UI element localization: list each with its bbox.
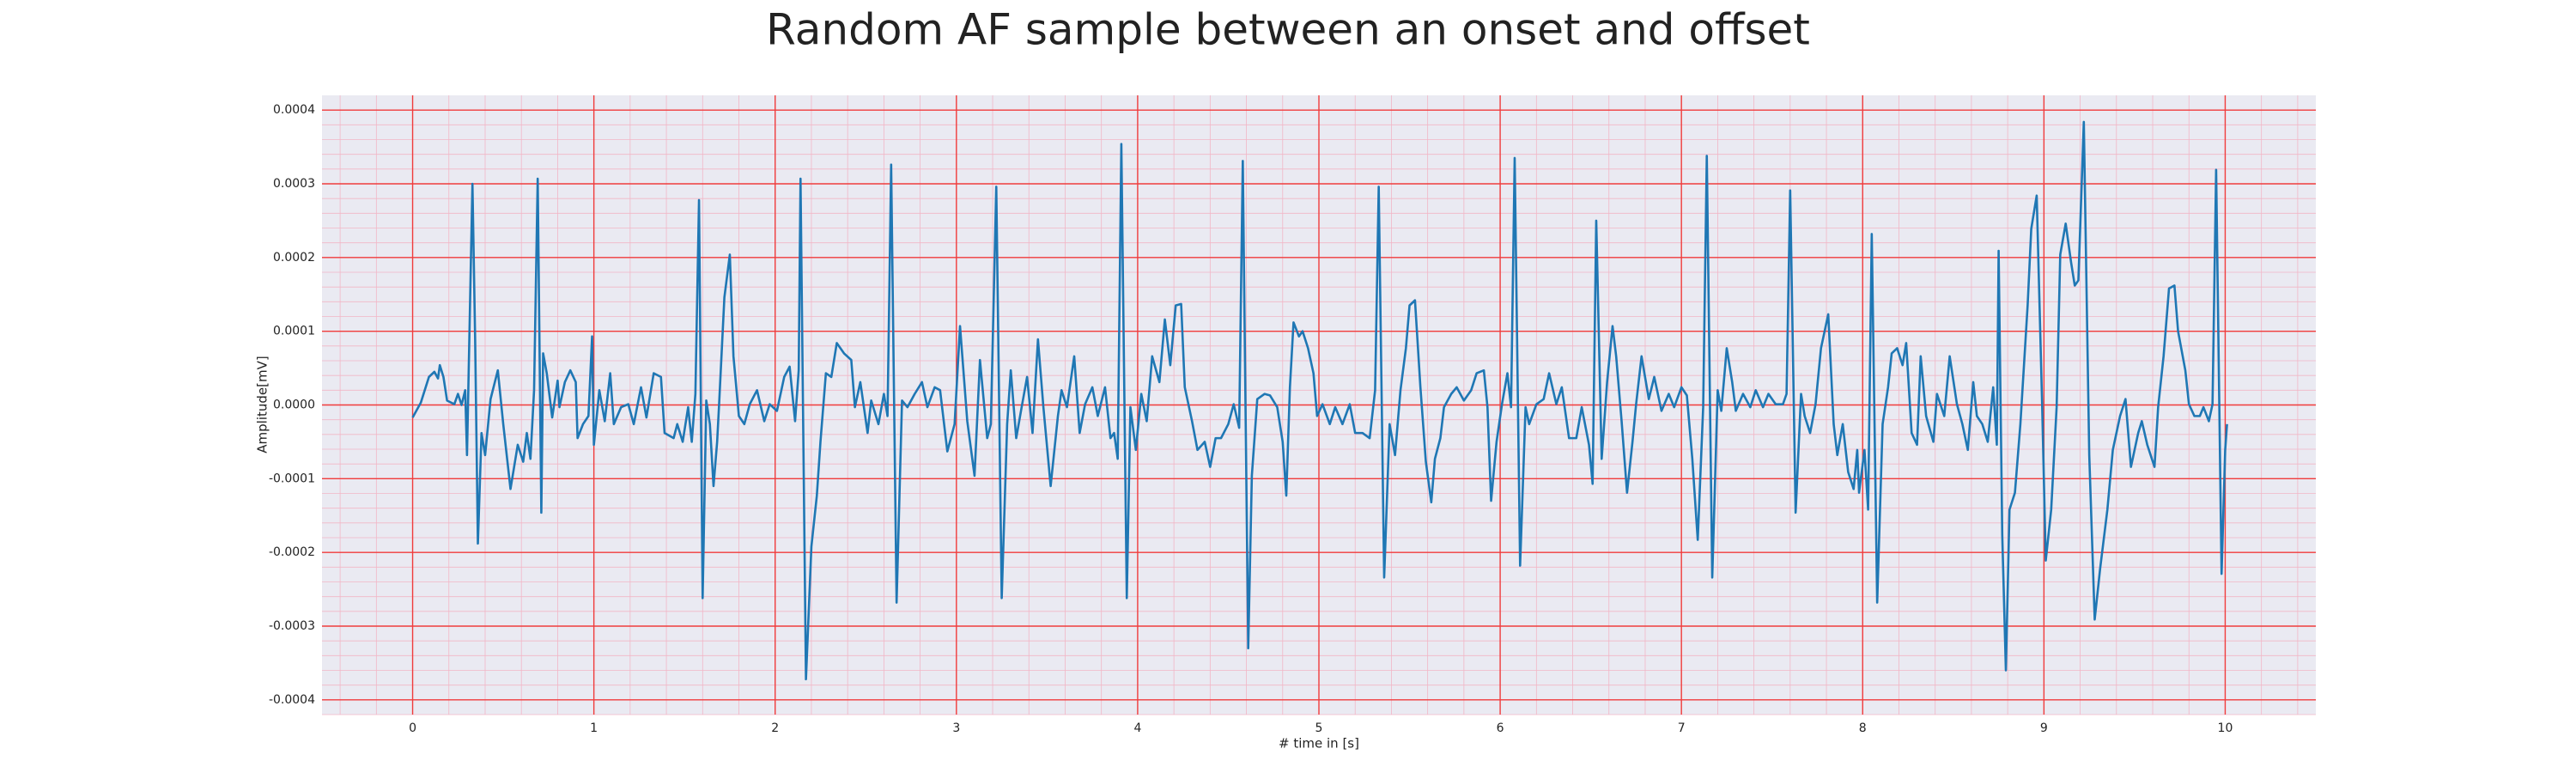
- x-tick-label: 4: [1133, 721, 1141, 735]
- x-tick-label: 7: [1678, 721, 1686, 735]
- x-tick-label: 5: [1315, 721, 1323, 735]
- y-tick-label: -0.0004: [269, 693, 315, 707]
- x-tick-label: 2: [771, 721, 779, 735]
- x-tick-label: 3: [952, 721, 960, 735]
- y-tick-label: 0.0003: [273, 177, 315, 191]
- x-tick-label: 8: [1859, 721, 1867, 735]
- y-tick-label: -0.0003: [269, 619, 315, 633]
- y-tick-label: 0.0004: [273, 103, 315, 117]
- y-axis-label: Amplitude[mV]: [255, 356, 270, 453]
- y-tick-label: 0.0000: [273, 399, 315, 412]
- x-tick-label: 9: [2040, 721, 2048, 735]
- x-tick-label: 10: [2218, 721, 2233, 735]
- y-tick-label: 0.0001: [273, 325, 315, 338]
- chart-title: Random AF sample between an onset and of…: [766, 5, 1810, 55]
- x-tick-label: 0: [409, 721, 416, 735]
- y-tick-label: -0.0001: [269, 472, 315, 485]
- x-tick-label: 6: [1497, 721, 1504, 735]
- x-tick-label: 1: [590, 721, 598, 735]
- y-tick-label: -0.0002: [269, 545, 315, 559]
- series-line: [411, 120, 2228, 681]
- x-axis-label: # time in [s]: [1279, 736, 1359, 752]
- y-tick-label: 0.0002: [273, 251, 315, 265]
